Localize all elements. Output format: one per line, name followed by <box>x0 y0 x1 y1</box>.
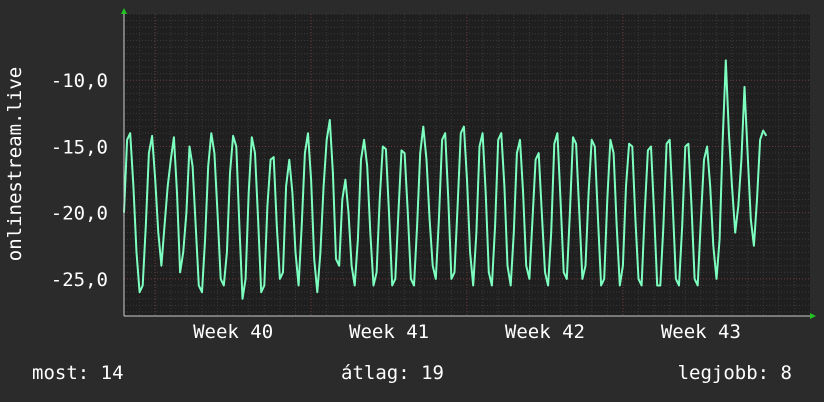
y-tick-label: -15,0 <box>51 136 108 158</box>
x-axis-arrow-icon <box>810 313 816 319</box>
y-axis-arrow-icon <box>121 8 127 14</box>
x-tick-labels: Week 40 Week 41 Week 42 Week 43 <box>193 321 741 343</box>
y-axis-title: onlinestream.live <box>0 0 30 402</box>
stat-average: átlag: 19 <box>341 362 444 384</box>
x-tick-label: Week 40 <box>193 321 273 343</box>
stat-now: most: 14 <box>32 362 124 384</box>
x-tick-label: Week 42 <box>505 321 585 343</box>
stat-best: legjobb: 8 <box>677 362 792 384</box>
y-tick-label: -20,0 <box>51 203 108 225</box>
x-tick-label: Week 43 <box>661 321 741 343</box>
y-tick-labels: -10,0 -15,0 -20,0 -25,0 <box>51 70 108 291</box>
y-tick-label: -10,0 <box>51 70 108 92</box>
y-axis-title-text: onlinestream.live <box>4 66 26 262</box>
y-tick-label: -25,0 <box>51 269 108 291</box>
x-tick-label: Week 41 <box>349 321 429 343</box>
series-line <box>123 59 768 300</box>
